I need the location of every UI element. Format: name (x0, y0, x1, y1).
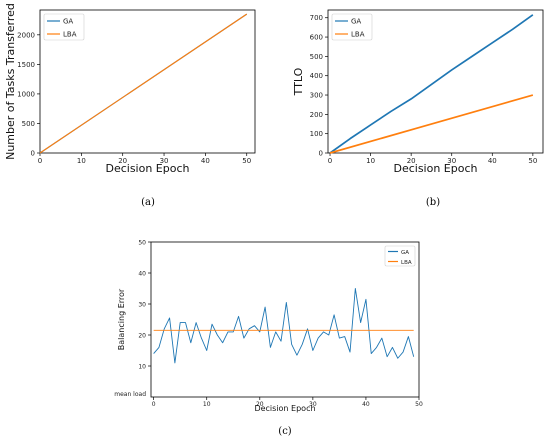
chart-0-series-lba-line (39, 13, 248, 154)
chart-2-ylabel: Balancing Error (117, 288, 126, 350)
chart-0-legend-label-lba: LBA (63, 30, 77, 38)
chart-0-legend-label-ga: GA (63, 17, 73, 25)
chart-1-series-lba-line (329, 94, 534, 154)
chart-1-xtick-label: 10 (366, 157, 375, 165)
chart-2-xtick-label: 20 (256, 401, 264, 408)
chart-0-ytick-label: 2000 (17, 31, 35, 39)
chart-2-xlabel: Decision Epoch (254, 404, 315, 413)
chart-1-ytick-label: 700 (310, 14, 323, 22)
chart-1-xtick-label: 0 (328, 157, 332, 165)
chart-0-xtick-label: 20 (118, 157, 127, 165)
chart-1-xlabel: Decision Epoch (393, 162, 477, 175)
chart-0-ytick-label: 0 (31, 150, 35, 158)
chart-0-xtick-label: 10 (77, 157, 86, 165)
chart-0-xtick-label: 30 (160, 157, 169, 165)
chart-2-xtick-label: 10 (203, 401, 211, 408)
chart-0-ytick-label: 1500 (17, 61, 35, 69)
chart-1-xtick-label: 30 (447, 157, 456, 165)
chart-2-xtick-label: 0 (152, 401, 156, 408)
chart-0-frame (39, 9, 256, 154)
chart-1-ytick-label: 500 (310, 53, 323, 61)
chart-0-ylabel: Number of Tasks Transferred (4, 3, 17, 160)
panel-b-plot: 0 10 20 30 40 500100200300400500600700Decisio… (292, 9, 544, 175)
chart-2-ytick-label: 20 (138, 333, 146, 340)
chart-1-ytick-label: 600 (310, 34, 323, 42)
chart-0-xtick-label: 40 (201, 157, 210, 165)
chart-2-frame (150, 241, 420, 398)
chart-0-ytick-label: 500 (22, 120, 35, 128)
chart-1-series-ga-line (329, 14, 534, 154)
chart-2-legend-label-ga: GA (401, 250, 409, 256)
chart-2-xtick-label: 50 (415, 401, 423, 408)
chart-2-ytick-label: 30 (138, 302, 146, 309)
chart-2-ytick-extra-label: mean load (114, 391, 146, 398)
chart-1-ytick-label: 200 (310, 111, 323, 119)
chart-2-ytick-label: 40 (138, 271, 146, 278)
chart-0-xtick-label: 0 (38, 157, 42, 165)
chart-1-ytick-label: 100 (310, 130, 323, 138)
chart-1-legend-label-lba: LBA (351, 30, 365, 38)
caption-c: (c) (278, 426, 292, 437)
chart-1-ylabel: TTLO (292, 67, 305, 96)
chart-2-ytick-label: 10 (138, 364, 146, 371)
chart-0-xlabel: Decision Epoch (105, 162, 189, 175)
chart-0-xtick-label: 50 (242, 157, 251, 165)
chart-1-ytick-label: 0 (319, 150, 323, 158)
chart-1-ytick-label: 400 (310, 72, 323, 80)
chart-2-xtick-label: 30 (309, 401, 317, 408)
chart-0-ytick-label: 1000 (17, 90, 35, 98)
caption-b: (b) (426, 197, 440, 208)
chart-1-xtick-label: 50 (528, 157, 537, 165)
chart-2-series-ga-line (153, 288, 415, 364)
chart-2-xtick-label: 40 (362, 401, 370, 408)
chart-2-legend-label-lba: LBA (401, 260, 412, 266)
caption-a: (a) (141, 197, 155, 208)
chart-1-ytick-label: 300 (310, 92, 323, 100)
chart-2-ytick-label: 50 (138, 240, 146, 247)
chart-1-legend-label-ga: GA (351, 17, 361, 25)
chart-1-frame (327, 9, 544, 154)
chart-1-xtick-label: 20 (407, 157, 416, 165)
chart-1-xtick-label: 40 (488, 157, 497, 165)
panel-c-plot: 0 10 20 30 40 50 10 20 30 40 50 mean load Decision E… (114, 240, 423, 414)
